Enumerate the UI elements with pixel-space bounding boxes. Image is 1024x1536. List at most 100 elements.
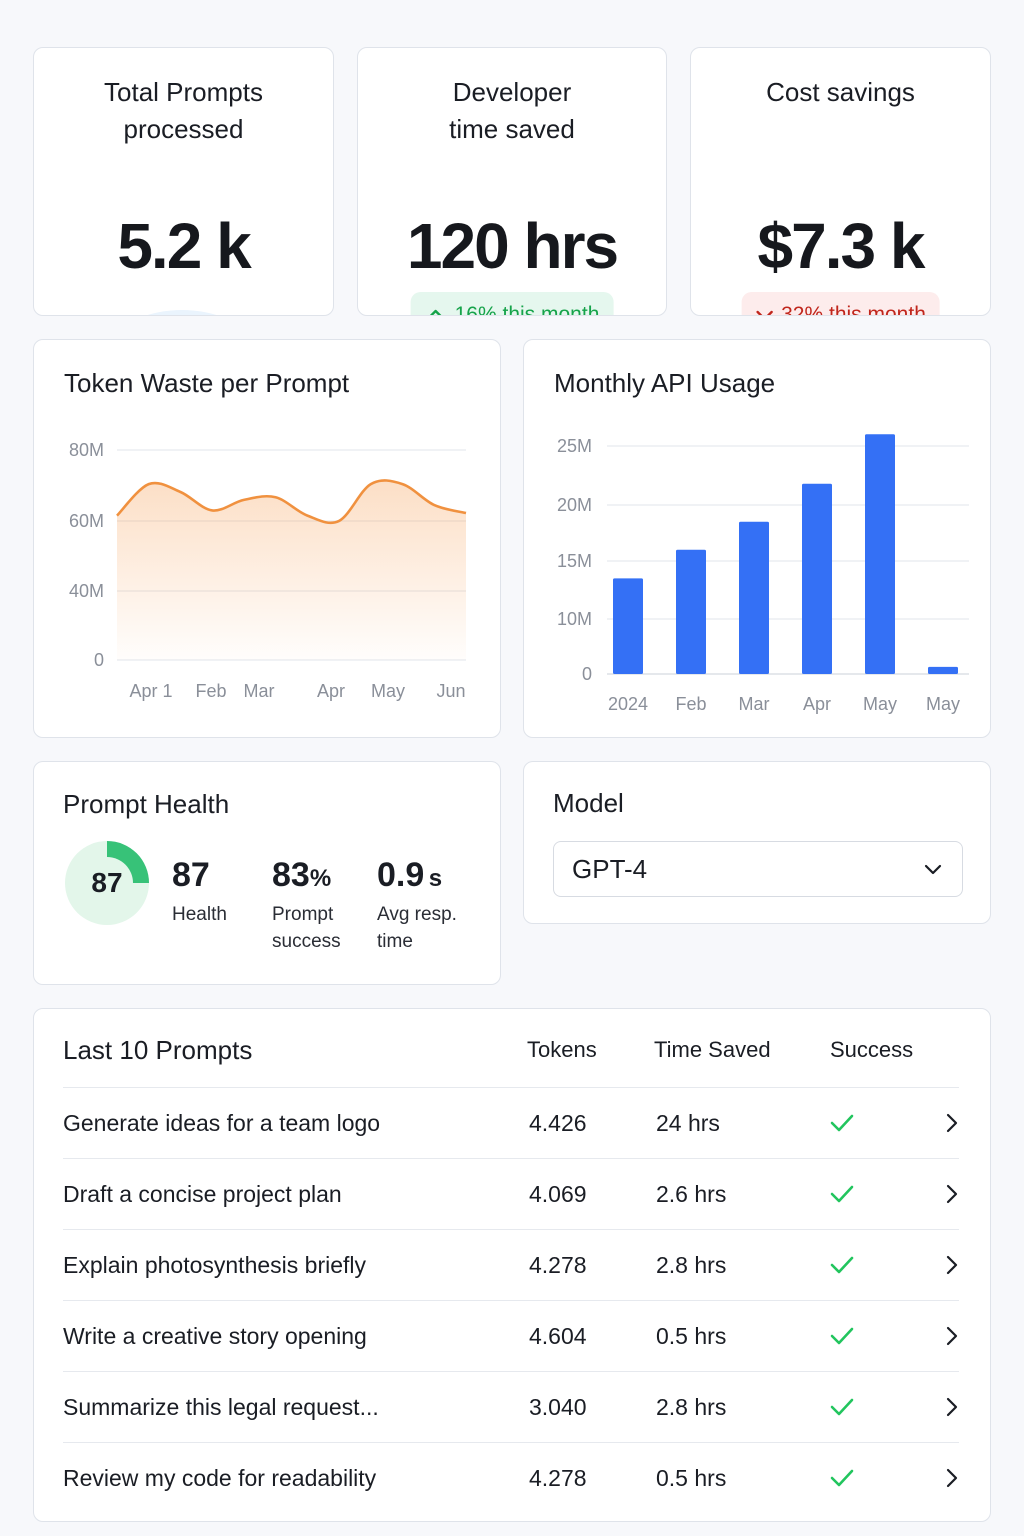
chevron-right-icon[interactable]	[943, 1394, 961, 1420]
chart-title: Token Waste per Prompt	[64, 368, 350, 398]
check-icon	[830, 1185, 854, 1203]
kpi-label: Developer time saved	[449, 77, 575, 144]
prompt-name: Write a creative story opening	[63, 1323, 367, 1349]
health-title: Prompt Health	[63, 789, 230, 819]
time-saved: 24 hrs	[656, 1110, 720, 1136]
x-tick-label: Feb	[675, 694, 706, 714]
chevron-right-icon[interactable]	[943, 1110, 961, 1136]
token-count: 4.426	[529, 1110, 587, 1136]
metric-prompt-success: 83% Prompt success	[272, 856, 341, 955]
chevron-right-icon[interactable]	[943, 1181, 961, 1207]
column-header-success: Success	[830, 1037, 914, 1062]
y-tick-label: 0	[582, 664, 592, 684]
table-title: Last 10 Prompts	[63, 1035, 253, 1065]
metric-value: 87	[172, 856, 210, 894]
metric-health: 87 Health	[172, 856, 227, 928]
table-row[interactable]: Review my code for readability 4.278 0.5 h…	[63, 1442, 959, 1513]
token-count: 4.604	[529, 1323, 587, 1349]
area-fill	[117, 480, 466, 660]
x-tick-label: Feb	[195, 681, 226, 701]
gauge-score: 87	[91, 867, 122, 898]
x-tick-label: Apr	[803, 694, 831, 714]
api-usage-chart: 0 10M 15M 20M 25M 2024 Feb Mar Apr May May	[557, 434, 969, 714]
table-row[interactable]: Generate ideas for a team logo 4.426 24 hr…	[63, 1087, 959, 1158]
metric-label: Health	[172, 904, 227, 925]
kpi-value: $7.3 k	[757, 210, 926, 282]
time-saved: 2.6 hrs	[656, 1181, 727, 1207]
metric-avg-response: 0.9 s Avg resp. time	[377, 856, 457, 955]
metric-value: 0.9	[377, 856, 425, 894]
prompt-name: Summarize this legal request...	[63, 1394, 379, 1420]
metric-value: 83	[272, 856, 310, 894]
y-tick-label: 40M	[69, 581, 104, 601]
x-tick-label: Mar	[244, 681, 275, 701]
kpi-card-total-prompts: Total Prompts processed 5.2 k	[33, 47, 334, 316]
table-row[interactable]: Summarize this legal request... 3.040 2.8 …	[63, 1371, 959, 1442]
chevron-down-icon	[755, 310, 773, 315]
trend-badge-up: 16% this month	[410, 292, 614, 316]
metric-unit: s	[428, 865, 443, 892]
check-icon	[830, 1398, 854, 1416]
model-selected-value: GPT-4	[572, 853, 648, 884]
model-select[interactable]: GPT-4	[553, 841, 963, 897]
model-title: Model	[553, 788, 624, 818]
metric-label: Prompt success	[272, 904, 341, 952]
metric-label: Avg resp. time	[377, 904, 457, 952]
check-icon	[830, 1114, 854, 1132]
health-gauge: 87	[65, 841, 149, 925]
y-tick-label: 10M	[557, 609, 592, 629]
check-icon	[830, 1469, 854, 1487]
token-count: 3.040	[529, 1394, 587, 1420]
bar	[676, 549, 706, 674]
x-tick-label: May	[926, 694, 960, 714]
x-tick-label: May	[371, 681, 405, 701]
y-tick-label: 20M	[557, 495, 592, 515]
bar	[613, 578, 643, 674]
prompt-name: Draft a concise project plan	[63, 1181, 342, 1207]
x-tick-label: Apr 1	[129, 681, 172, 701]
x-tick-label: Apr	[317, 681, 345, 701]
time-saved: 0.5 hrs	[656, 1465, 727, 1491]
y-tick-label: 0	[94, 650, 104, 670]
chevron-up-icon	[429, 309, 442, 315]
y-tick-label: 15M	[557, 551, 592, 571]
token-count: 4.278	[529, 1465, 587, 1491]
column-header-tokens: Tokens	[527, 1037, 597, 1062]
metric-unit: %	[309, 865, 332, 892]
chevron-right-icon[interactable]	[943, 1323, 961, 1349]
chart-title: Monthly API Usage	[554, 368, 776, 398]
kpi-value: 120 hrs	[406, 210, 619, 282]
chevron-down-icon	[924, 864, 942, 875]
kpi-value: 5.2 k	[117, 210, 251, 282]
bar	[739, 521, 769, 674]
series-line	[116, 479, 467, 525]
table-row[interactable]: Write a creative story opening 4.604 0.5 h…	[63, 1300, 959, 1371]
chevron-right-icon[interactable]	[943, 1252, 961, 1278]
column-header-time-saved: Time Saved	[654, 1037, 771, 1062]
y-tick-label: 60M	[69, 511, 104, 531]
token-count: 4.069	[529, 1181, 587, 1207]
chevron-right-icon[interactable]	[943, 1465, 961, 1491]
trend-badge-down: 32% this month	[741, 292, 940, 316]
token-waste-chart: 0 40M 60M 80M Apr 1 Feb Mar Apr May Jun	[69, 440, 467, 701]
trend-text: 32% this month	[781, 303, 926, 316]
gauge-inner	[81, 857, 133, 909]
table-row[interactable]: Draft a concise project plan 4.069 2.6 hrs	[63, 1158, 959, 1229]
bar	[802, 483, 832, 674]
trend-text: 16% this month	[454, 303, 600, 316]
kpi-card-cost-savings: Cost savings $7.3 k 32% this month	[690, 47, 991, 316]
check-icon	[830, 1327, 854, 1345]
time-saved: 2.8 hrs	[656, 1394, 727, 1420]
prompt-name: Generate ideas for a team logo	[63, 1110, 381, 1136]
bar	[865, 434, 895, 674]
token-count: 4.278	[529, 1252, 587, 1278]
time-saved: 0.5 hrs	[656, 1323, 727, 1349]
kpi-label: Cost savings	[766, 77, 915, 107]
table-row[interactable]: Explain photosynthesis briefly 4.278 2.8 h…	[63, 1229, 959, 1300]
api-usage-card: Monthly API Usage 0 10M 15M 20M 25M 2024 Feb Ma…	[523, 339, 991, 738]
x-tick-label: Mar	[739, 694, 770, 714]
time-saved: 2.8 hrs	[656, 1252, 727, 1278]
token-waste-card: Token Waste per Prompt 0 40M 60M 80M Apr 1 Fe…	[33, 339, 501, 738]
prompt-name: Explain photosynthesis briefly	[63, 1252, 366, 1278]
x-tick-label: 2024	[608, 694, 648, 714]
